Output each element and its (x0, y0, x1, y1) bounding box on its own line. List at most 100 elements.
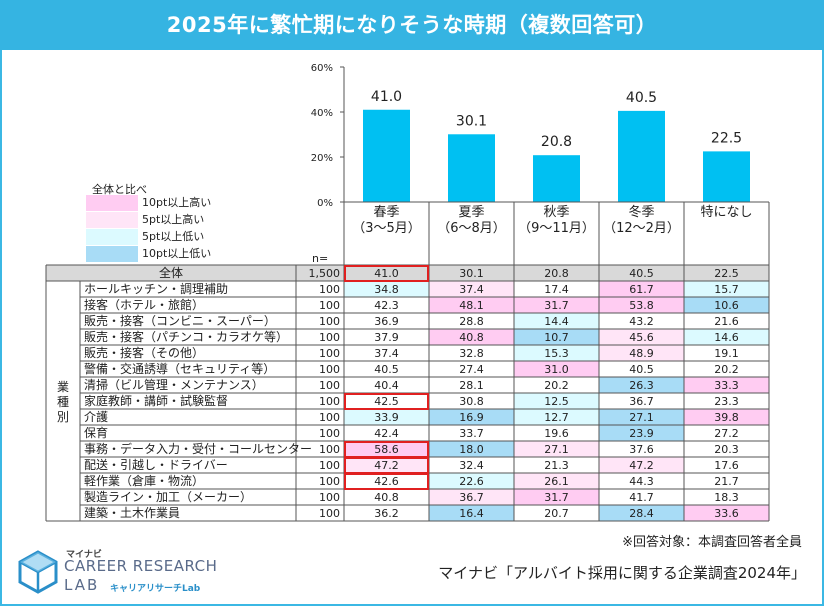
row-value: 18.0 (459, 443, 484, 456)
row-n: 100 (319, 427, 340, 440)
row-value: 20.2 (714, 363, 739, 376)
category-label: 秋季 (543, 205, 569, 220)
bar-value-label: 22.5 (711, 130, 742, 146)
logo-brand: マイナビ (66, 550, 102, 560)
row-value: 36.9 (374, 315, 399, 328)
row-value: 40.8 (374, 491, 399, 504)
row-value: 45.6 (629, 331, 654, 344)
row-label: 介護 (84, 409, 108, 424)
category-label: 夏季 (458, 205, 484, 220)
total-row-value: 30.1 (459, 267, 484, 280)
highlight-box (344, 393, 429, 410)
cell-highlight-bg (599, 281, 684, 297)
cell-highlight-bg (684, 377, 769, 393)
cell-highlight-bg (514, 297, 599, 313)
row-value: 26.1 (544, 475, 569, 488)
cell-highlight-bg (599, 425, 684, 441)
legend-label: 10pt以上高い (142, 196, 212, 209)
row-label: 接客（ホテル・旅館） (84, 297, 204, 312)
cell-highlight-bg (684, 329, 769, 345)
row-value: 53.8 (629, 299, 654, 312)
row-value: 37.4 (374, 347, 399, 360)
row-value: 58.6 (374, 443, 399, 456)
total-row-value: 41.0 (374, 267, 399, 280)
row-label: 製造ライン・加工（メーカー） (84, 490, 252, 504)
category-label: （3～5月） (352, 221, 421, 236)
category-label: （9～11月） (518, 221, 595, 236)
row-value: 33.9 (374, 411, 399, 424)
category-label: （12～2月） (603, 221, 680, 236)
row-n: 100 (319, 475, 340, 488)
row-value: 17.6 (714, 459, 739, 472)
bar-value-label: 40.5 (626, 90, 657, 106)
row-value: 31.7 (544, 299, 569, 312)
row-value: 61.7 (629, 283, 654, 296)
cell-highlight-bg (514, 409, 599, 425)
total-row-label: 全体 (159, 265, 183, 280)
category-label: 特になし (700, 205, 752, 220)
row-value: 27.1 (629, 411, 654, 424)
cell-highlight-bg (684, 297, 769, 313)
total-row-value: 40.5 (629, 267, 654, 280)
legend-item: 5pt以上高い (86, 212, 230, 228)
row-value: 42.4 (374, 427, 399, 440)
bar (363, 109, 410, 202)
y-tick-label: 20% (311, 153, 333, 164)
row-value: 42.5 (374, 395, 399, 408)
row-label: 保育 (84, 425, 108, 440)
row-label: 軽作業（倉庫・物流） (84, 473, 204, 488)
row-value: 37.6 (629, 443, 654, 456)
cell-highlight-bg (344, 457, 429, 473)
row-value: 16.9 (459, 411, 484, 424)
row-value: 33.6 (714, 507, 739, 520)
row-value: 23.9 (629, 427, 654, 440)
cell-highlight-bg (514, 393, 599, 409)
cell-highlight-bg (429, 489, 514, 505)
highlight-box (344, 473, 429, 490)
logo-line2-jp: キャリアリサーチLab (110, 584, 201, 594)
cell-highlight-bg (344, 441, 429, 457)
row-value: 28.1 (459, 379, 484, 392)
row-label: 清掃（ビル管理・メンテナンス） (84, 377, 264, 392)
source-citation: マイナビ「アルバイト採用に関する企業調査2024年」 (438, 564, 806, 582)
legend-item: 5pt以上低い (86, 229, 230, 245)
row-value: 12.7 (544, 411, 569, 424)
row-value: 47.2 (629, 459, 654, 472)
row-value: 42.6 (374, 475, 399, 488)
total-row-value: 20.8 (544, 267, 569, 280)
legend-label: 5pt以上低い (142, 230, 205, 243)
y-tick-label: 60% (311, 63, 333, 74)
row-value: 26.3 (629, 379, 654, 392)
legend-swatch (86, 212, 138, 228)
row-n: 100 (319, 395, 340, 408)
legend-label: 5pt以上高い (142, 213, 205, 226)
row-n: 100 (319, 299, 340, 312)
legend-swatch (86, 246, 138, 262)
logo-line1: CAREER RESEARCH (64, 557, 218, 575)
row-value: 31.0 (544, 363, 569, 376)
category-label: 冬季 (628, 204, 654, 220)
row-label: 建築・土木作業員 (84, 505, 180, 520)
row-n: 100 (319, 379, 340, 392)
row-label: 家庭教師・講師・試験監督 (84, 393, 228, 408)
cell-highlight-bg (344, 409, 429, 425)
row-value: 20.7 (544, 507, 569, 520)
legend-label: 10pt以上低い (142, 247, 212, 260)
row-value: 36.7 (459, 491, 484, 504)
n-label: n= (312, 252, 328, 265)
total-row-value: 22.5 (714, 267, 739, 280)
row-value: 40.8 (459, 331, 484, 344)
row-n: 100 (319, 363, 340, 376)
row-value: 33.3 (714, 379, 739, 392)
cell-highlight-bg (429, 329, 514, 345)
row-value: 20.3 (714, 443, 739, 456)
row-value: 34.8 (374, 283, 399, 296)
total-row-n: 1,500 (309, 267, 341, 280)
row-value: 47.2 (374, 459, 399, 472)
row-value: 28.8 (459, 315, 484, 328)
row-value: 40.5 (629, 363, 654, 376)
row-value: 21.3 (544, 459, 569, 472)
row-value: 28.4 (629, 507, 654, 520)
cell-highlight-bg (514, 345, 599, 361)
cell-highlight-bg (599, 409, 684, 425)
